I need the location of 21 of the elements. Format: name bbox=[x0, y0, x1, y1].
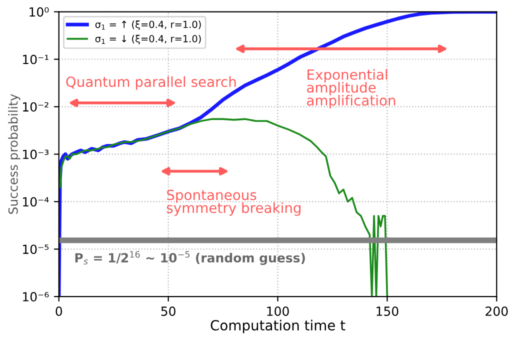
y-tick-label: 10⁻⁴ bbox=[23, 197, 49, 207]
x-tick-label: 200 bbox=[486, 306, 508, 316]
line-series bbox=[59, 118, 388, 297]
x-tick-label: 50 bbox=[161, 306, 176, 316]
y-axis-title: Success probability bbox=[8, 94, 20, 214]
x-tick-label: 0 bbox=[56, 306, 62, 316]
y-tick-label: 10⁻¹ bbox=[23, 54, 48, 64]
annotation: P$_{s}$ = 1/2$^{16}$ ~ 10$^{−5}$ (random guess) bbox=[75, 251, 305, 266]
legend-label: σ$_{1}$ = ↓ (ξ=0.4, r=1.0) bbox=[95, 34, 201, 44]
y-tick-label: 10⁻² bbox=[23, 102, 48, 112]
annotation: Spontaneous symmetry breaking bbox=[166, 190, 301, 216]
x-tick-label: 100 bbox=[267, 306, 289, 316]
legend-label: σ$_{1}$ = ↑ (ξ=0.4, r=1.0) bbox=[95, 20, 201, 30]
x-tick-label: 150 bbox=[376, 306, 398, 316]
x-axis-title: Computation time t bbox=[210, 320, 346, 334]
annotation: Exponential amplitude amplification bbox=[307, 69, 396, 108]
y-tick-label: 10⁰ bbox=[30, 7, 49, 17]
y-tick-label: 10⁻⁵ bbox=[23, 244, 49, 254]
y-tick-label: 10⁻⁶ bbox=[23, 292, 49, 302]
annotation: Quantum parallel search bbox=[66, 76, 236, 90]
y-tick-label: 10⁻³ bbox=[23, 150, 49, 160]
